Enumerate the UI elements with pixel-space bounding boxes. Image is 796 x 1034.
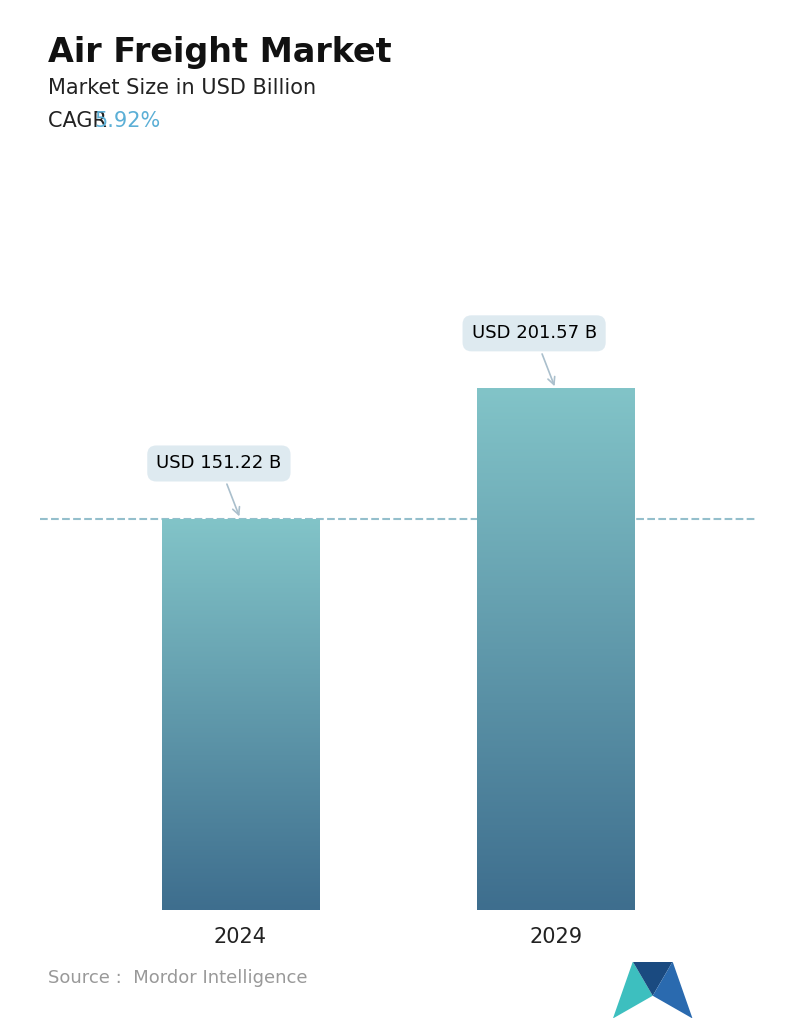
Text: USD 201.57 B: USD 201.57 B [471, 325, 597, 385]
Text: 5.92%: 5.92% [94, 111, 160, 130]
Text: USD 151.22 B: USD 151.22 B [156, 455, 282, 515]
Text: Market Size in USD Billion: Market Size in USD Billion [48, 78, 316, 97]
Polygon shape [633, 962, 673, 996]
Text: Air Freight Market: Air Freight Market [48, 36, 392, 69]
Polygon shape [653, 962, 693, 1018]
Text: CAGR: CAGR [48, 111, 113, 130]
Polygon shape [613, 962, 653, 1018]
Text: Source :  Mordor Intelligence: Source : Mordor Intelligence [48, 970, 307, 987]
